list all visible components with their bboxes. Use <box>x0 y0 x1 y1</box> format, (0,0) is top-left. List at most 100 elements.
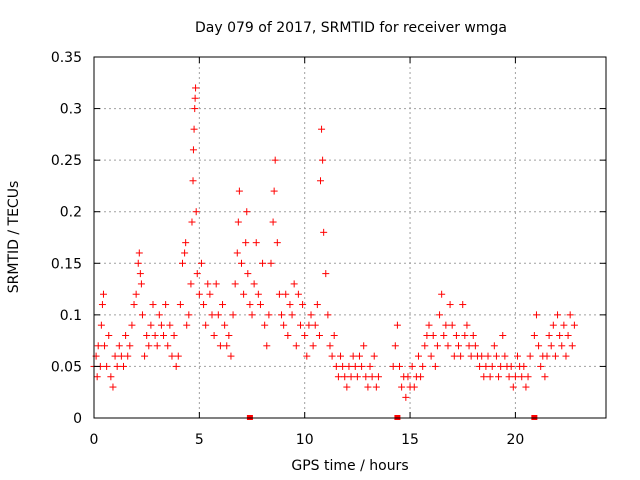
data-point <box>499 331 507 339</box>
data-point <box>358 362 366 370</box>
x-tick-label: 15 <box>401 432 419 448</box>
data-point <box>235 187 243 195</box>
data-point <box>497 362 505 370</box>
data-point <box>270 187 278 195</box>
data-point <box>334 373 342 381</box>
data-point <box>282 290 290 298</box>
data-point <box>119 362 127 370</box>
data-point <box>455 342 463 350</box>
data-point <box>141 352 149 360</box>
data-point <box>223 342 231 350</box>
data-point <box>261 321 269 329</box>
data-point <box>160 331 168 339</box>
data-point <box>490 342 498 350</box>
data-point <box>237 259 245 267</box>
data-point <box>545 331 553 339</box>
data-point <box>181 249 189 257</box>
data-point <box>398 383 406 391</box>
data-point <box>135 249 143 257</box>
data-point <box>442 321 450 329</box>
data-point <box>396 362 404 370</box>
data-point <box>303 352 311 360</box>
data-point <box>256 301 264 309</box>
data-point <box>355 352 363 360</box>
data-point <box>374 373 382 381</box>
grid-lines <box>94 57 606 418</box>
data-point <box>566 311 574 319</box>
data-point <box>457 352 465 360</box>
data-point <box>242 239 250 247</box>
data-point <box>347 373 355 381</box>
data-point <box>526 352 534 360</box>
data-point <box>187 280 195 288</box>
data-point <box>482 362 490 370</box>
y-tick-label: 0.2 <box>60 205 82 221</box>
data-point <box>259 259 267 267</box>
data-point <box>372 383 380 391</box>
data-point <box>99 290 107 298</box>
data-point <box>547 342 555 350</box>
data-point <box>202 321 210 329</box>
data-point <box>246 301 254 309</box>
data-point <box>349 352 357 360</box>
data-point <box>556 331 564 339</box>
data-point <box>98 301 106 309</box>
data-point <box>286 301 294 309</box>
data-point <box>275 290 283 298</box>
data-point <box>191 94 199 102</box>
data-point <box>484 352 492 360</box>
data-point <box>225 331 233 339</box>
data-point <box>488 362 496 370</box>
data-point <box>210 331 218 339</box>
data-point <box>414 352 422 360</box>
data-point <box>330 331 338 339</box>
data-point <box>280 321 288 329</box>
data-point <box>113 362 121 370</box>
data-point <box>341 373 349 381</box>
data-point <box>537 362 545 370</box>
data-point <box>115 342 123 350</box>
data-point <box>362 373 370 381</box>
data-point <box>530 331 538 339</box>
data-point <box>345 362 353 370</box>
data-point <box>190 125 198 133</box>
data-point <box>219 301 227 309</box>
data-point <box>145 342 153 350</box>
data-point <box>353 373 361 381</box>
data-point <box>343 383 351 391</box>
data-point <box>514 352 522 360</box>
data-point <box>410 383 418 391</box>
data-point <box>138 311 146 319</box>
data-point <box>524 373 532 381</box>
data-point <box>143 331 151 339</box>
data-point <box>153 342 161 350</box>
data-point <box>427 352 435 360</box>
data-point <box>320 228 328 236</box>
data-point <box>307 311 315 319</box>
data-point <box>149 301 157 309</box>
y-tick-label: 0.05 <box>51 359 82 375</box>
data-point <box>265 311 273 319</box>
data-point <box>290 280 298 288</box>
data-point <box>425 321 433 329</box>
data-point <box>535 342 543 350</box>
data-point <box>292 342 300 350</box>
data-point <box>419 362 427 370</box>
data-point <box>522 383 530 391</box>
data-point <box>178 259 186 267</box>
data-point <box>471 342 479 350</box>
data-point <box>204 280 212 288</box>
data-point <box>332 362 340 370</box>
data-point <box>404 373 412 381</box>
data-point <box>520 362 528 370</box>
data-point <box>284 331 292 339</box>
data-point <box>214 311 222 319</box>
data-point <box>269 218 277 226</box>
data-point <box>421 342 429 350</box>
data-point <box>192 84 200 92</box>
data-point <box>105 331 113 339</box>
data-point <box>244 270 252 278</box>
data-point <box>431 362 439 370</box>
data-point <box>94 342 102 350</box>
data-point <box>570 321 578 329</box>
